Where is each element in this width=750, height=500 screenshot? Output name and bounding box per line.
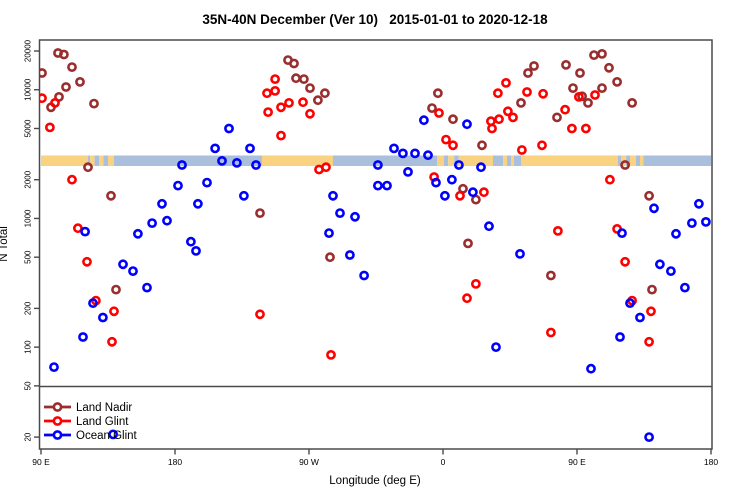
svg-text:50: 50: [24, 381, 33, 390]
ocean-glint-circle-icon: [52, 430, 63, 440]
svg-text:90 E: 90 E: [32, 457, 50, 467]
land-glint-circle-icon: [52, 416, 63, 426]
legend-item-land-nadir: Land Nadir: [44, 402, 132, 414]
svg-text:2000: 2000: [24, 170, 33, 188]
legend-item-ocean-glint: Ocean Glint: [44, 430, 138, 442]
land-nadir-circle-icon: [52, 402, 63, 412]
svg-text:200: 200: [24, 301, 33, 315]
svg-text:5000: 5000: [24, 119, 33, 137]
svg-text:90 W: 90 W: [299, 457, 319, 467]
axis-ticks: 90 E 180 90 W 0 90 E 180 20000 10000 5000 2000 100…: [24, 39, 719, 467]
legend-item-land-glint: Land Glint: [44, 416, 129, 428]
svg-text:100: 100: [24, 340, 33, 354]
x-axis-title: Longitude (deg E): [329, 475, 421, 487]
svg-text:10000: 10000: [24, 78, 33, 101]
data-points: [39, 48, 711, 442]
svg-text:20: 20: [24, 432, 33, 441]
svg-text:90 E: 90 E: [568, 457, 586, 467]
plot-border: [38, 39, 713, 450]
svg-text:180: 180: [168, 457, 182, 467]
svg-text:20000: 20000: [24, 39, 33, 62]
legend: Land Nadir Land Glint Ocean Glint: [44, 402, 138, 442]
svg-text:500: 500: [24, 250, 33, 264]
svg-text:0: 0: [441, 457, 446, 467]
svg-text:1000: 1000: [24, 209, 33, 227]
map-band: [41, 155, 711, 166]
chart-title: 35N-40N December (Ver 10) 2015-01-01 to …: [202, 12, 548, 27]
legend-label-land-glint: Land Glint: [76, 416, 129, 428]
legend-label-ocean-glint: Ocean Glint: [76, 430, 138, 442]
svg-text:180: 180: [704, 457, 718, 467]
legend-label-land-nadir: Land Nadir: [76, 402, 132, 414]
